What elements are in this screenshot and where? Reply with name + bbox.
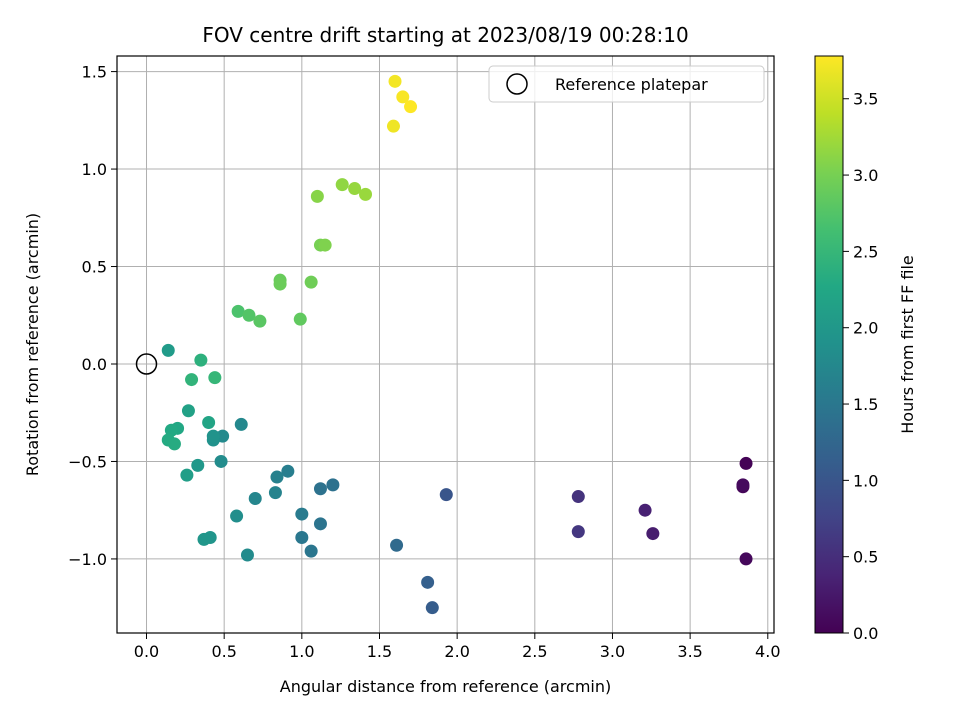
colorbar-tick-label: 3.0 <box>853 166 878 185</box>
plot-frame <box>116 55 775 634</box>
data-point <box>304 275 318 289</box>
x-tick-label: 3.0 <box>600 642 625 661</box>
data-point <box>736 478 750 492</box>
data-point <box>234 417 248 431</box>
data-point <box>273 277 287 291</box>
data-point <box>318 238 332 252</box>
data-point <box>390 538 404 552</box>
legend-label: Reference platepar <box>555 75 708 94</box>
data-point <box>208 371 222 385</box>
x-axis-label: Angular distance from reference (arcmin) <box>280 677 611 696</box>
colorbar-label: Hours from first FF file <box>898 255 917 434</box>
data-point <box>295 530 309 544</box>
reference-point <box>135 353 158 375</box>
data-point <box>646 527 660 541</box>
y-tick-label: 0.5 <box>82 258 107 277</box>
data-point <box>268 486 282 500</box>
data-point <box>304 544 318 558</box>
data-point <box>310 189 324 203</box>
x-tick-label: 4.0 <box>755 642 780 661</box>
x-tick-label: 0.0 <box>134 642 159 661</box>
data-point <box>739 552 753 566</box>
y-tick-label: −1.0 <box>68 550 107 569</box>
data-point <box>242 308 256 322</box>
data-point <box>214 454 228 468</box>
x-tick-label: 1.5 <box>367 642 392 661</box>
data-point <box>191 458 205 472</box>
x-axis-ticks: 0.0 0.5 1.0 1.5 2.0 2.5 3.0 3.5 4.0 <box>134 633 781 661</box>
data-point <box>396 90 410 104</box>
chart-title: FOV centre drift starting at 2023/08/19 … <box>202 23 688 47</box>
data-point <box>167 437 181 451</box>
y-tick-label: −0.5 <box>68 452 107 471</box>
data-point <box>425 601 439 615</box>
data-point <box>359 187 373 201</box>
x-tick-label: 2.0 <box>444 642 469 661</box>
data-point <box>404 100 418 114</box>
data-point <box>439 488 453 502</box>
data-point <box>421 575 435 589</box>
data-point <box>240 548 254 562</box>
x-tick-label: 1.0 <box>289 642 314 661</box>
data-point <box>313 482 327 496</box>
data-point <box>281 464 295 478</box>
data-point <box>386 119 400 133</box>
data-point <box>253 314 267 328</box>
data-point <box>739 456 753 470</box>
data-point <box>335 178 349 192</box>
colorbar-tick-label: 0.0 <box>853 624 878 643</box>
data-point <box>571 525 585 539</box>
data-point <box>270 470 284 484</box>
data-point <box>313 517 327 531</box>
data-point <box>638 503 652 517</box>
data-point <box>230 509 244 523</box>
y-axis-label: Rotation from reference (arcmin) <box>23 213 42 476</box>
data-point <box>388 74 402 88</box>
data-point <box>206 429 220 443</box>
data-point <box>326 478 340 492</box>
legend-box <box>488 65 765 103</box>
colorbar-tick-label: 0.5 <box>853 548 878 567</box>
y-axis-ticks: −1.0 −0.5 0.0 0.5 1.0 1.5 <box>68 63 117 569</box>
y-tick-label: 0.0 <box>82 355 107 374</box>
data-point <box>181 404 195 418</box>
colorbar-tick-label: 2.0 <box>853 319 878 338</box>
x-tick-label: 0.5 <box>211 642 236 661</box>
data-point <box>293 312 307 326</box>
legend: Reference platepar <box>488 65 765 103</box>
x-tick-label: 2.5 <box>522 642 547 661</box>
y-tick-label: 1.5 <box>82 63 107 82</box>
data-point <box>295 507 309 521</box>
data-point <box>197 532 211 546</box>
x-tick-label: 3.5 <box>677 642 702 661</box>
y-tick-label: 1.0 <box>82 160 107 179</box>
data-point <box>348 182 362 196</box>
data-point <box>571 490 585 504</box>
grid <box>117 56 774 633</box>
data-point <box>185 373 199 387</box>
colorbar-tick-label: 2.5 <box>853 242 878 261</box>
data-point <box>180 468 194 482</box>
data-point <box>248 491 262 505</box>
data-point <box>231 304 245 318</box>
data-point <box>194 353 208 367</box>
colorbar: 0.0 0.5 1.0 1.5 2.0 2.5 3.0 3.5 Hours from firs… <box>814 55 917 643</box>
legend-reference-marker <box>506 73 528 95</box>
colorbar-tick-label: 1.5 <box>853 395 878 414</box>
scatter-points <box>135 74 753 615</box>
data-point <box>202 415 216 429</box>
colorbar-gradient <box>814 55 844 634</box>
colorbar-tick-label: 1.0 <box>853 471 878 490</box>
colorbar-tick-label: 3.5 <box>853 90 878 109</box>
colorbar-ticks: 0.0 0.5 1.0 1.5 2.0 2.5 3.0 3.5 <box>843 90 878 643</box>
data-point <box>161 343 175 357</box>
